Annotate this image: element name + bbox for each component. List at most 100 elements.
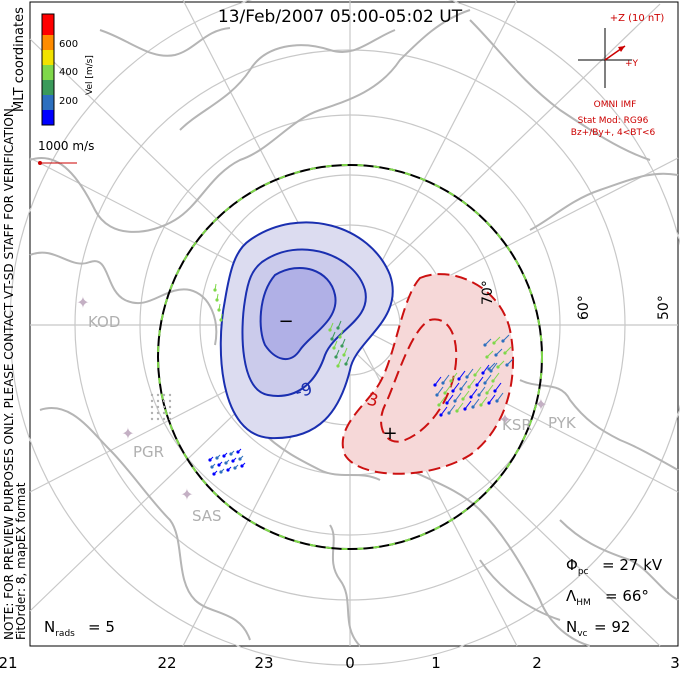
empty-grid-dot xyxy=(168,417,172,421)
vector-line xyxy=(335,349,340,358)
empty-grid-dot xyxy=(150,405,154,409)
positive-potential-cell xyxy=(341,273,514,475)
vector-line xyxy=(480,396,488,406)
vector-line xyxy=(440,406,448,416)
vector-line xyxy=(331,331,336,340)
vector-line xyxy=(495,348,503,356)
empty-grid-dot xyxy=(162,399,166,403)
scale-unit-label: Vel [m/s] xyxy=(85,55,95,95)
vector-line xyxy=(448,404,456,414)
empty-grid-dot xyxy=(162,411,166,415)
vector-line xyxy=(452,382,460,392)
fit-order-label: FitOrder: 8, mapEX format xyxy=(14,482,28,640)
vector-line xyxy=(460,380,468,390)
vector-line xyxy=(209,456,214,461)
vector-line xyxy=(504,346,512,354)
velocity-color-scale: 200 400 600 Vel [m/s] xyxy=(41,13,95,126)
phi-pc-symbol: Φpc xyxy=(566,556,589,577)
empty-grid-dot xyxy=(156,393,160,397)
vector-line xyxy=(337,358,342,367)
vector-line xyxy=(490,362,498,372)
negative-potential-cell xyxy=(219,221,394,440)
empty-grid-dot xyxy=(162,393,166,397)
radar-label-ksr: KSR xyxy=(502,416,532,434)
vector-line xyxy=(488,362,496,370)
mlt-tick-21: 21 xyxy=(0,654,18,672)
vector-line xyxy=(218,303,221,311)
radar-sites: ✦KOD✦PGR✦SAS✦KSR✦PYK xyxy=(76,293,577,525)
vector-line xyxy=(345,356,350,365)
vector-line xyxy=(220,468,225,473)
radar-site-marker: ✦ xyxy=(498,410,511,429)
fit-statistics: Φpc = 27 kV ΛHM = 66° Nvc = 92 Nrads = 5 xyxy=(44,556,663,639)
empty-grid-dot xyxy=(150,393,154,397)
vector-line xyxy=(234,464,239,469)
vector-line xyxy=(216,293,219,301)
imf-dial: +Z (10 nT) +Y OMNI IMF Stat Mod: RG96 Bz… xyxy=(571,13,665,138)
radar-site-marker: ✦ xyxy=(180,485,193,504)
vector-line xyxy=(466,368,474,378)
latitude-label-50: 50° xyxy=(656,295,672,320)
coastlines xyxy=(29,9,679,647)
phi-pc-value: = 27 kV xyxy=(602,556,663,574)
vector-line xyxy=(241,462,246,467)
vector-line xyxy=(341,338,346,347)
empty-grid-dot xyxy=(156,417,160,421)
vector-line xyxy=(454,392,462,402)
vector-line xyxy=(506,358,514,366)
vector-line xyxy=(462,390,470,400)
radar-site-marker: ✦ xyxy=(121,424,134,443)
mlt-tick-22: 22 xyxy=(157,654,176,672)
vector-line xyxy=(223,452,228,457)
vector-line xyxy=(329,322,334,331)
vector-line xyxy=(484,338,492,346)
mlt-tick-3: 3 xyxy=(670,654,680,672)
vector-line xyxy=(436,386,444,396)
coordinates-label: MLT coordinates xyxy=(12,7,27,112)
vector-line xyxy=(211,463,216,468)
vector-line xyxy=(476,376,484,386)
lambda-hm-symbol: ΛHM xyxy=(566,587,591,608)
radar-site-marker: ✦ xyxy=(534,395,547,414)
scale-tick-200: 200 xyxy=(59,96,78,107)
vector-line xyxy=(230,450,235,455)
empty-grid-dot xyxy=(168,411,172,415)
vector-line xyxy=(444,384,452,394)
mlt-axis: 21 22 23 0 1 2 3 xyxy=(0,654,680,672)
vector-line xyxy=(494,382,502,392)
model-params: Bz+/By+, 4<BT<6 xyxy=(571,128,656,138)
scale-tick-600: 600 xyxy=(59,39,78,50)
vector-line xyxy=(446,394,454,404)
vector-line xyxy=(484,374,492,384)
empty-grid-dot xyxy=(156,399,160,403)
mlt-tick-0: 0 xyxy=(345,654,355,672)
plot-frame xyxy=(29,1,679,647)
vector-line xyxy=(458,370,466,380)
vector-line xyxy=(456,402,464,412)
empty-grid-dot xyxy=(168,393,172,397)
vector-line xyxy=(497,360,505,368)
velocity-vectors xyxy=(150,283,514,476)
n-vc-value: = 92 xyxy=(594,618,630,636)
vector-line xyxy=(343,347,348,356)
vector-line xyxy=(472,398,480,408)
vector-line xyxy=(339,329,344,338)
vector-line xyxy=(450,372,458,382)
vector-line xyxy=(502,334,510,342)
n-vc-symbol: Nvc xyxy=(566,618,588,639)
map-title: 13/Feb/2007 05:00-05:02 UT xyxy=(218,7,463,27)
vector-line xyxy=(333,340,338,349)
contour-label-positive: 3 xyxy=(365,390,381,412)
mlt-tick-23: 23 xyxy=(254,654,273,672)
vector-line xyxy=(225,459,230,464)
vector-line xyxy=(218,461,223,466)
vector-line xyxy=(486,350,494,358)
vector-line xyxy=(478,386,486,396)
potential-maximum-marker: + xyxy=(382,423,397,444)
empty-grid-dot xyxy=(162,405,166,409)
vector-line xyxy=(213,470,218,475)
vector-line xyxy=(214,283,217,291)
vector-line xyxy=(488,394,496,404)
reference-vector-label: 1000 m/s xyxy=(38,139,94,153)
